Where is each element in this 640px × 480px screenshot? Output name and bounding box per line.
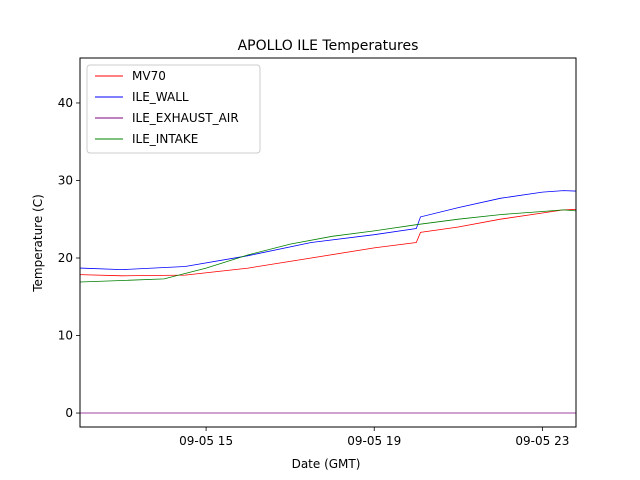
y-tick-label: 0 bbox=[65, 406, 73, 420]
legend: MV70 ILE_WALL ILE_EXHAUST_AIR ILE_INTAKE bbox=[86, 64, 261, 154]
series-line-ile-intake bbox=[80, 209, 576, 283]
y-axis-title: Temperature (C) bbox=[31, 194, 45, 293]
x-tick-label: 09-05 19 bbox=[347, 434, 401, 448]
series-line-mv70 bbox=[80, 209, 576, 277]
chart-title: APOLLO ILE Temperatures bbox=[238, 38, 419, 54]
legend-box bbox=[86, 64, 261, 154]
y-tick-label: 10 bbox=[58, 329, 73, 343]
y-tick-label: 30 bbox=[58, 173, 73, 187]
plot-frame bbox=[79, 57, 577, 428]
series-layer bbox=[80, 190, 576, 414]
y-tick-label: 40 bbox=[58, 96, 73, 110]
legend-label: ILE_EXHAUST_AIR bbox=[132, 111, 239, 125]
y-tick-label: 20 bbox=[58, 251, 73, 265]
series-line-ile-wall bbox=[80, 190, 576, 271]
x-axis-title: Date (GMT) bbox=[292, 457, 361, 471]
legend-label: ILE_WALL bbox=[132, 90, 189, 104]
x-tick-label: 09-05 23 bbox=[515, 434, 569, 448]
legend-label: ILE_INTAKE bbox=[132, 132, 198, 146]
legend-label: MV70 bbox=[132, 69, 166, 83]
x-tick-label: 09-05 15 bbox=[179, 434, 233, 448]
